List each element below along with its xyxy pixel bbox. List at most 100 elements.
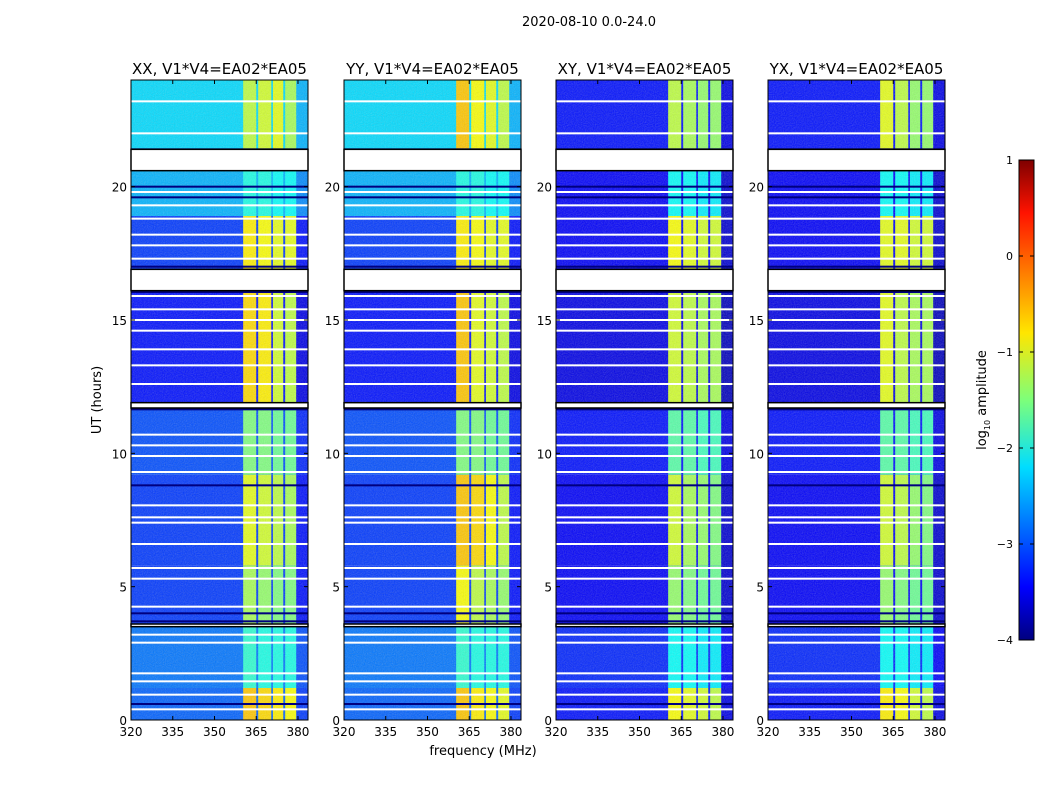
flagged-line bbox=[131, 217, 308, 220]
flagged-gap bbox=[343, 401, 522, 409]
flagged-line bbox=[344, 433, 521, 436]
flagged-line bbox=[556, 672, 733, 675]
flagged-line bbox=[344, 233, 521, 236]
flagged-line bbox=[131, 471, 308, 473]
flagged-line bbox=[131, 521, 308, 524]
y-tick-label: 15 bbox=[749, 314, 764, 328]
flagged-line bbox=[131, 455, 308, 457]
colorbar-tick-label: −3 bbox=[997, 538, 1013, 551]
flagged-line bbox=[131, 191, 308, 193]
flagged-line bbox=[344, 504, 521, 507]
flagged-line bbox=[131, 693, 308, 696]
y-tick-label: 5 bbox=[756, 581, 764, 595]
flagged-line bbox=[556, 217, 733, 220]
dark-line bbox=[768, 196, 945, 199]
dark-line bbox=[131, 185, 308, 188]
flagged-line bbox=[556, 455, 733, 457]
flagged-line bbox=[556, 433, 733, 436]
flagged-line bbox=[131, 633, 308, 636]
flagged-gap bbox=[767, 401, 946, 409]
flagged-line bbox=[344, 516, 521, 519]
x-tick-label: 320 bbox=[757, 725, 780, 739]
flagged-line bbox=[556, 100, 733, 103]
flagged-line bbox=[556, 605, 733, 608]
flagged-line bbox=[344, 471, 521, 473]
flagged-line bbox=[768, 233, 945, 236]
colorbar-tick-label: 1 bbox=[1006, 154, 1013, 167]
flagged-line bbox=[131, 605, 308, 608]
dark-line bbox=[131, 620, 308, 623]
y-tick-label: 20 bbox=[112, 181, 127, 195]
flagged-gap bbox=[130, 401, 309, 409]
dark-line bbox=[768, 185, 945, 188]
flagged-line bbox=[131, 577, 308, 580]
flagged-line bbox=[768, 295, 945, 297]
flagged-line bbox=[768, 504, 945, 507]
flagged-line bbox=[768, 455, 945, 457]
flagged-line bbox=[556, 708, 733, 711]
y-tick-label: 20 bbox=[749, 181, 764, 195]
flagged-line bbox=[556, 444, 733, 447]
flagged-line bbox=[131, 132, 308, 135]
axes-frame bbox=[130, 79, 309, 721]
y-tick-label: 15 bbox=[537, 314, 552, 328]
dark-line bbox=[768, 612, 945, 615]
flagged-line bbox=[556, 577, 733, 580]
flagged-line bbox=[131, 383, 308, 385]
flagged-line bbox=[344, 308, 521, 311]
dark-line bbox=[344, 185, 521, 188]
flagged-line bbox=[556, 641, 733, 644]
flagged-gap bbox=[767, 148, 946, 172]
flagged-line bbox=[768, 693, 945, 696]
dark-line bbox=[344, 703, 521, 705]
flagged-line bbox=[344, 680, 521, 683]
x-tick-label: 365 bbox=[882, 725, 905, 739]
flagged-line bbox=[344, 693, 521, 696]
flagged-line bbox=[344, 444, 521, 447]
dark-line bbox=[768, 703, 945, 705]
flagged-line bbox=[344, 244, 521, 247]
dark-line bbox=[556, 196, 733, 199]
flagged-line bbox=[344, 348, 521, 351]
flagged-line bbox=[131, 543, 308, 545]
panel-title: YX, V1*V4=EA02*EA05 bbox=[769, 60, 944, 78]
dark-line bbox=[768, 408, 945, 411]
dark-line bbox=[768, 620, 945, 623]
flagged-line bbox=[344, 364, 521, 367]
axes-frame bbox=[767, 79, 946, 721]
flagged-line bbox=[131, 680, 308, 683]
flagged-line bbox=[344, 672, 521, 675]
dark-line bbox=[556, 484, 733, 487]
flagged-line bbox=[344, 383, 521, 385]
flagged-gap bbox=[130, 268, 309, 292]
flagged-line bbox=[556, 244, 733, 247]
flagged-line bbox=[131, 672, 308, 675]
flagged-gap bbox=[343, 268, 522, 292]
flagged-gap bbox=[130, 148, 309, 172]
y-tick-label: 5 bbox=[332, 581, 340, 595]
flagged-line bbox=[768, 516, 945, 519]
flagged-line bbox=[768, 567, 945, 569]
flagged-line bbox=[556, 295, 733, 297]
flagged-line bbox=[768, 633, 945, 636]
y-tick-label: 0 bbox=[332, 714, 340, 728]
y-tick-label: 5 bbox=[119, 581, 127, 595]
flagged-line bbox=[131, 708, 308, 711]
panel-yx: YX, V1*V4=EA02*EA05 320 335 350 365 380 0 5 10 15… bbox=[749, 60, 947, 739]
flagged-line bbox=[131, 364, 308, 367]
flagged-line bbox=[768, 471, 945, 473]
flagged-line bbox=[556, 633, 733, 636]
y-tick-label: 10 bbox=[537, 447, 552, 461]
flagged-line bbox=[556, 693, 733, 696]
x-tick-label: 320 bbox=[545, 725, 568, 739]
flagged-line bbox=[768, 191, 945, 193]
flagged-line bbox=[556, 383, 733, 385]
flagged-line bbox=[556, 319, 733, 321]
flagged-line bbox=[344, 319, 521, 321]
dark-line bbox=[344, 620, 521, 623]
dark-line bbox=[131, 196, 308, 199]
dark-line bbox=[344, 484, 521, 487]
flagged-line bbox=[768, 641, 945, 644]
flagged-line bbox=[131, 329, 308, 332]
colorbar-tick-label: 0 bbox=[1006, 250, 1013, 263]
